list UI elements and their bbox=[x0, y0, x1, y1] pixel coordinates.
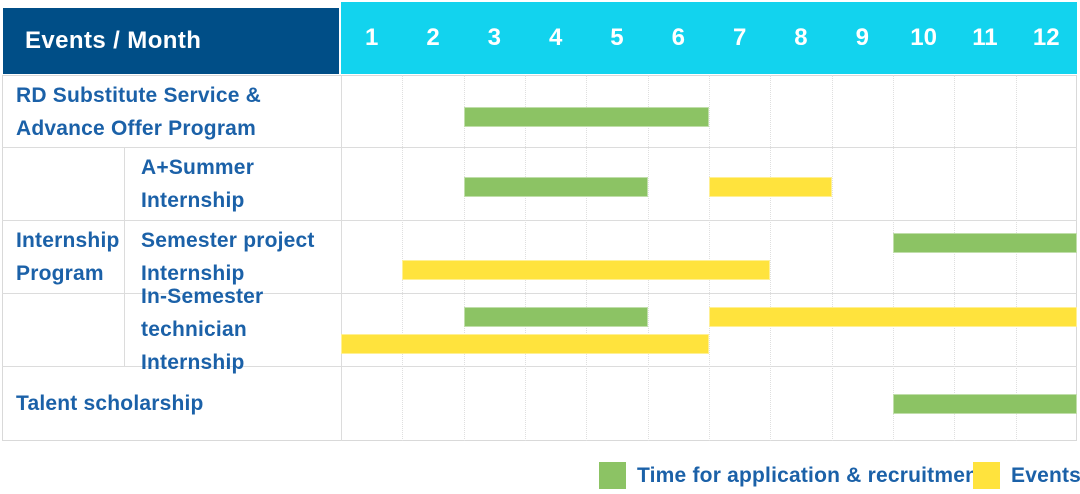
row-label-line: technician Internship bbox=[141, 318, 247, 374]
legend-item-application: Time for application & recruitment bbox=[599, 462, 985, 489]
month-header-cell: 5 bbox=[610, 24, 624, 51]
group-label-internship-program: Internship Program bbox=[2, 147, 124, 366]
row-label-line: RD Substitute Service & bbox=[16, 83, 261, 107]
gantt-bar-event bbox=[709, 307, 1077, 327]
row-label-line: Talent scholarship bbox=[16, 392, 204, 415]
row-label-talent-scholarship: Talent scholarship bbox=[2, 366, 341, 441]
row-label-line: Semester project bbox=[141, 228, 315, 252]
month-header-row: 1 2 3 4 5 6 7 8 9 10 11 12 bbox=[341, 2, 1077, 74]
month-header-cell: 9 bbox=[855, 24, 869, 51]
legend-swatch-green bbox=[599, 462, 626, 489]
row-label-a-plus-summer-internship: A+Summer Internship bbox=[125, 147, 341, 220]
row-label-line: Advance Offer Program bbox=[16, 116, 256, 140]
gantt-bar-event bbox=[402, 260, 771, 280]
legend-label-application: Time for application & recruitment bbox=[637, 463, 986, 487]
table-frame bbox=[2, 75, 1077, 441]
month-header-cell: 3 bbox=[487, 24, 501, 51]
month-gridline bbox=[893, 75, 894, 441]
gantt-bar-event bbox=[709, 177, 832, 197]
month-header-cell: 10 bbox=[910, 24, 937, 51]
month-gridline bbox=[525, 75, 526, 441]
month-header-cell: 11 bbox=[972, 24, 998, 51]
row-label-semester-project-internship: Semester project Internship bbox=[125, 220, 341, 293]
month-header-cell: 6 bbox=[671, 24, 685, 51]
row-divider bbox=[2, 220, 1077, 221]
row-label-line: Internship bbox=[141, 188, 245, 212]
month-header-cell: 1 bbox=[364, 24, 379, 51]
month-gridline bbox=[647, 75, 649, 441]
month-header-cell: 8 bbox=[794, 24, 808, 51]
gantt-bar-application bbox=[463, 177, 648, 197]
legend-label-events: Events bbox=[1011, 463, 1080, 487]
gantt-bar-application bbox=[463, 307, 648, 327]
month-gridline bbox=[586, 75, 588, 441]
month-gridline bbox=[709, 75, 710, 441]
legend-swatch-yellow bbox=[973, 462, 1000, 489]
group-label-line: Program bbox=[16, 261, 104, 285]
row-label-line: Internship bbox=[141, 261, 245, 285]
legend-item-events: Events bbox=[973, 462, 1080, 489]
group-sublabel-divider bbox=[124, 147, 125, 366]
row-divider bbox=[2, 293, 1077, 294]
row-label-in-semester-technician-internship: In-Semester technician Internship bbox=[125, 285, 341, 374]
month-gridline bbox=[831, 75, 833, 441]
month-gridline bbox=[954, 75, 956, 441]
label-grid-divider bbox=[341, 75, 342, 441]
month-gridline bbox=[402, 75, 404, 441]
row-label-line: A+Summer bbox=[141, 155, 255, 179]
month-gridline bbox=[770, 75, 772, 441]
month-gridline bbox=[463, 75, 465, 441]
month-gridline bbox=[1015, 75, 1017, 441]
group-label-line: Internship bbox=[16, 228, 120, 252]
gantt-bar-application bbox=[463, 107, 709, 127]
gantt-bar-application bbox=[893, 394, 1077, 414]
gantt-bar-application bbox=[893, 233, 1077, 253]
month-header-cell: 4 bbox=[548, 24, 563, 51]
row-divider bbox=[2, 147, 1077, 148]
month-header-cell: 12 bbox=[1032, 24, 1060, 51]
month-header-cell: 7 bbox=[732, 24, 747, 51]
row-label-rd-substitute: RD Substitute Service & Advance Offer Pr… bbox=[2, 76, 341, 147]
month-header-cell: 2 bbox=[426, 24, 440, 51]
row-divider bbox=[2, 366, 1077, 367]
gantt-bar-event bbox=[341, 334, 709, 354]
events-month-header: Events / Month bbox=[3, 8, 339, 74]
row-label-line: In-Semester bbox=[141, 285, 264, 308]
events-month-header-label: Events / Month bbox=[25, 27, 202, 54]
